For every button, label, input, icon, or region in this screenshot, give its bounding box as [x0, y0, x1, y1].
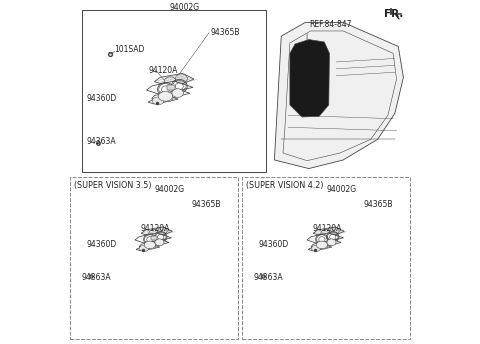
Ellipse shape — [172, 89, 183, 97]
Ellipse shape — [316, 241, 327, 249]
Ellipse shape — [320, 244, 328, 249]
Text: 94120A: 94120A — [149, 66, 178, 75]
FancyBboxPatch shape — [152, 236, 157, 240]
Bar — [82, 10, 266, 172]
Text: 94365B: 94365B — [364, 200, 393, 209]
Text: 94365B: 94365B — [211, 28, 240, 37]
Text: 94363A: 94363A — [87, 137, 117, 146]
Text: 94360D: 94360D — [87, 240, 117, 249]
Ellipse shape — [149, 229, 158, 237]
Text: 94120A: 94120A — [312, 224, 342, 233]
Polygon shape — [152, 90, 190, 100]
Ellipse shape — [148, 244, 156, 249]
Ellipse shape — [327, 239, 336, 246]
Polygon shape — [135, 233, 171, 243]
Text: 94365B: 94365B — [192, 200, 221, 209]
Polygon shape — [311, 240, 341, 248]
Text: 101SAD: 101SAD — [114, 45, 145, 54]
Bar — [70, 177, 238, 339]
Polygon shape — [313, 227, 344, 237]
Text: 94002G: 94002G — [155, 185, 184, 194]
Ellipse shape — [157, 227, 167, 235]
Polygon shape — [290, 40, 329, 117]
Text: (SUPER VISION 4.2): (SUPER VISION 4.2) — [246, 181, 324, 190]
Ellipse shape — [321, 229, 330, 237]
Ellipse shape — [144, 241, 156, 249]
Polygon shape — [308, 244, 332, 251]
Polygon shape — [275, 22, 403, 169]
Ellipse shape — [312, 245, 321, 251]
Text: 94002G: 94002G — [326, 185, 357, 194]
Ellipse shape — [152, 97, 164, 105]
Text: REF.84-847: REF.84-847 — [309, 20, 351, 29]
Ellipse shape — [164, 77, 176, 86]
Text: 94120A: 94120A — [140, 224, 169, 233]
Ellipse shape — [175, 74, 188, 84]
Text: 94363A: 94363A — [253, 273, 283, 282]
Text: (SUPER VISION 3.5): (SUPER VISION 3.5) — [74, 181, 152, 190]
Text: 94360D: 94360D — [87, 94, 117, 103]
Bar — [242, 177, 410, 339]
Polygon shape — [141, 227, 172, 237]
Ellipse shape — [155, 239, 164, 246]
Ellipse shape — [330, 227, 339, 235]
Ellipse shape — [163, 95, 173, 101]
Text: 94363A: 94363A — [82, 273, 111, 282]
Polygon shape — [307, 233, 344, 243]
Polygon shape — [136, 244, 160, 251]
Polygon shape — [139, 240, 169, 248]
Text: FR.: FR. — [384, 9, 403, 19]
Ellipse shape — [140, 245, 149, 251]
Ellipse shape — [158, 92, 173, 101]
Polygon shape — [155, 74, 194, 86]
Polygon shape — [146, 81, 193, 94]
Text: 94360D: 94360D — [259, 240, 289, 249]
Text: 94002G: 94002G — [170, 3, 200, 12]
FancyBboxPatch shape — [168, 85, 175, 90]
Polygon shape — [148, 96, 178, 104]
